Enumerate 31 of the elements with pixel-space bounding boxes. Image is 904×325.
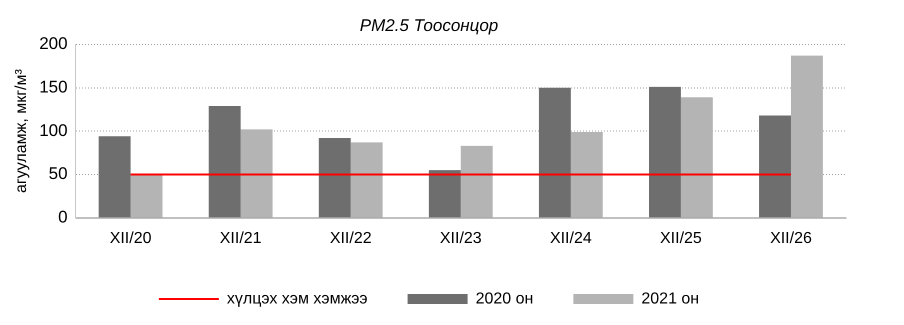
bar [790, 56, 823, 218]
legend-label: 2021 он [641, 290, 700, 308]
y-tick-label: 0 [58, 207, 68, 226]
bar [208, 106, 241, 218]
bar [570, 132, 603, 218]
bar [350, 142, 383, 218]
bar [130, 174, 163, 218]
y-tick-label: 150 [39, 77, 68, 96]
bar [759, 115, 791, 218]
y-axis-title: агууламж, мкг/м³ [13, 68, 30, 194]
bar [318, 138, 351, 218]
chart-title: PM2.5 Тоосонцор [360, 16, 498, 35]
bar [538, 88, 571, 218]
bar [240, 129, 273, 218]
x-tick-label: XII/21 [220, 230, 262, 247]
x-tick-label: XII/22 [330, 230, 372, 247]
x-tick-label: XII/25 [660, 230, 702, 247]
legend-label: хүлцэх хэм хэмжээ [226, 290, 368, 308]
bar [460, 146, 493, 218]
x-tick-label: XII/20 [110, 230, 152, 247]
x-tick-label: XII/23 [440, 230, 482, 247]
bar [98, 136, 131, 218]
y-tick-label: 200 [39, 34, 68, 54]
y-tick-label: 100 [39, 120, 68, 140]
x-tick-label: XII/24 [550, 230, 592, 247]
y-tick-label: 50 [48, 164, 68, 184]
bar [648, 86, 681, 218]
bar [428, 170, 461, 218]
bar [680, 97, 713, 218]
x-tick-label: XII/26 [770, 230, 812, 247]
legend-label: 2020 он [476, 290, 534, 308]
